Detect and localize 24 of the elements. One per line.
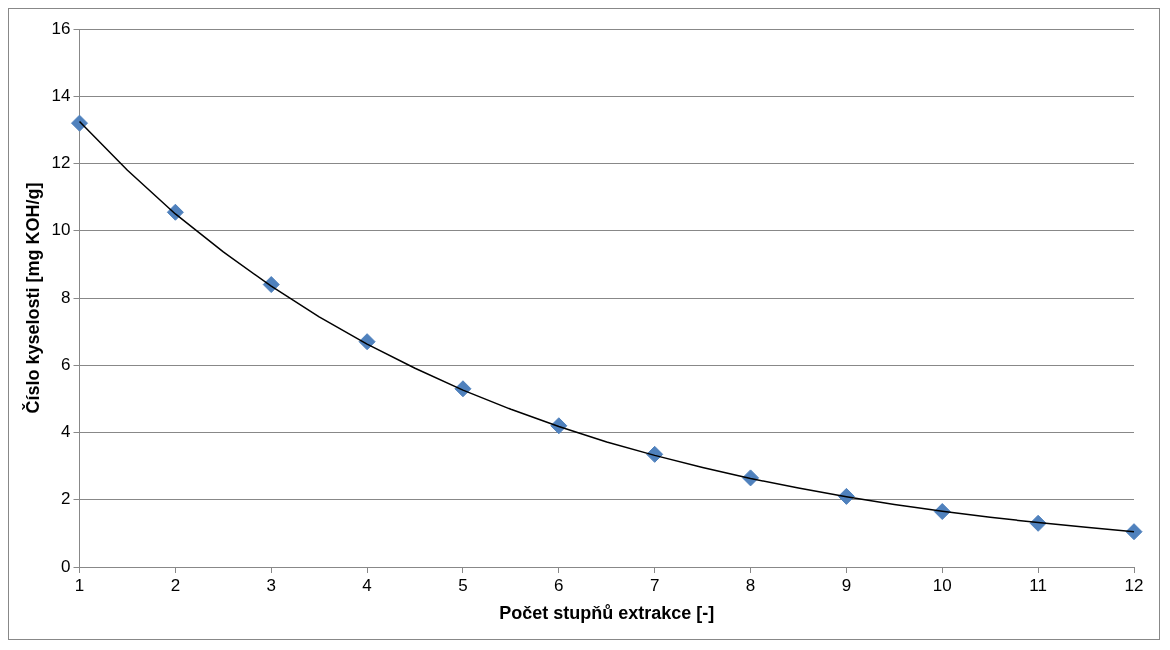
y-tick-label: 14 [51, 85, 71, 105]
x-tick-label: 11 [1029, 575, 1047, 595]
y-tick-label: 6 [61, 354, 71, 374]
x-tick-label: 6 [554, 575, 564, 595]
x-tick-label: 3 [266, 575, 276, 595]
y-tick-label: 0 [61, 556, 71, 576]
y-tick-label: 2 [61, 489, 71, 509]
y-tick-label: 16 [51, 18, 71, 38]
x-tick-label: 5 [458, 575, 468, 595]
x-tick-label: 12 [1124, 575, 1144, 595]
x-tick-label: 10 [932, 575, 952, 595]
y-tick-label: 12 [51, 153, 71, 173]
y-tick-label: 4 [61, 422, 71, 442]
x-tick-label: 1 [74, 575, 85, 595]
x-tick-label: 2 [170, 575, 181, 595]
x-tick-label: 7 [649, 575, 660, 595]
y-tick-label: 8 [61, 287, 71, 307]
x-tick-label: 9 [841, 575, 852, 595]
y-axis-title: Číslo kyselosti [mg KOH/g] [21, 182, 43, 414]
x-tick-label: 4 [362, 575, 372, 595]
y-tick-label: 10 [51, 220, 71, 240]
x-tick-label: 8 [745, 575, 756, 595]
point [1125, 523, 1143, 541]
x-axis-title: Počet stupňů extrakce [-] [499, 603, 715, 624]
